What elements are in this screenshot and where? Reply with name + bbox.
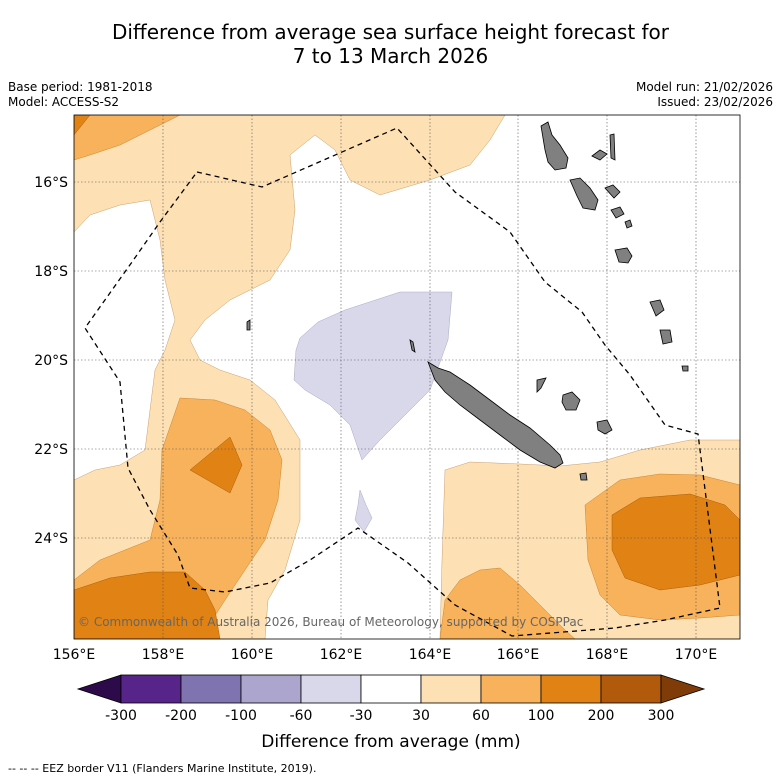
contour-dark-orange-nw xyxy=(74,115,91,136)
map-frame xyxy=(73,114,741,640)
base-period-text: Base period: 1981-2018 xyxy=(8,80,153,94)
hunter-island-2 xyxy=(659,329,673,345)
contour-map: © Commonwealth of Australia 2026, Bureau… xyxy=(74,115,740,639)
copyright-text: © Commonwealth of Australia 2026, Bureau… xyxy=(78,615,583,629)
latitude-labels: 16°S 18°S 20°S 22°S 24°S xyxy=(34,175,68,547)
lon-label-168e: 168°E xyxy=(586,647,629,663)
vanuatu-island-2 xyxy=(591,149,608,161)
colorbar-tick-4: -60 xyxy=(290,708,313,724)
model-run-text: Model run: 21/02/2026 xyxy=(635,80,773,94)
colorbar-tick-7: 60 xyxy=(472,708,490,724)
meta-right: Model run: 21/02/2026 Issued: 23/02/2026 xyxy=(636,80,773,110)
lat-label-22s: 22°S xyxy=(34,442,68,458)
vanuatu-island-4 xyxy=(604,184,621,199)
graticule xyxy=(74,115,740,639)
contour-dark-orange-west xyxy=(189,436,243,494)
colorbar-segment-2 xyxy=(180,674,242,704)
colorbar-tick-5: -30 xyxy=(350,708,373,724)
colorbar-segment-3 xyxy=(240,674,302,704)
lat-label-20s: 20°S xyxy=(34,353,68,369)
title-line-1: Difference from average sea surface heig… xyxy=(111,20,670,44)
lon-label-158e: 158°E xyxy=(142,647,185,663)
colorbar-segment-8 xyxy=(540,674,602,704)
loyalty-ouvea xyxy=(536,377,547,393)
contour-medium-orange-southeast xyxy=(439,567,576,639)
colorbar-segment-6 xyxy=(420,674,482,704)
colorbar-segment-4 xyxy=(300,674,362,704)
colorbar-tick-10: 300 xyxy=(648,708,675,724)
colorbar-segment-7 xyxy=(480,674,542,704)
loyalty-lifou xyxy=(561,391,581,411)
loyalty-mare xyxy=(596,419,613,435)
contour-lavender-central xyxy=(293,291,453,461)
vanuatu-small-1 xyxy=(624,219,633,229)
reef-island xyxy=(246,319,251,331)
colorbar-title: Difference from average (mm) xyxy=(261,732,520,752)
vanuatu-malekula xyxy=(569,177,599,211)
longitude-labels: 156°E 158°E 160°E 162°E 164°E 166°E 168°… xyxy=(53,647,718,663)
lon-label-164e: 164°E xyxy=(409,647,452,663)
lon-label-166e: 166°E xyxy=(497,647,540,663)
eez-border xyxy=(84,127,721,637)
vanuatu-efate xyxy=(610,206,625,219)
contour-dark-orange-east xyxy=(611,493,740,591)
colorbar-tick-8: 100 xyxy=(528,708,555,724)
issued-text: Issued: 23/02/2026 xyxy=(657,95,773,109)
vanuatu-small-2 xyxy=(609,133,616,161)
colorbar-tick-6: 30 xyxy=(412,708,430,724)
meta-left: Base period: 1981-2018 Model: ACCESS-S2 xyxy=(8,80,153,110)
colorbar-segment-5 xyxy=(360,674,422,704)
lon-label-160e: 160°E xyxy=(231,647,274,663)
vanuatu-espiritu-santo xyxy=(540,121,569,171)
lat-label-16s: 16°S xyxy=(34,175,68,191)
contour-medium-orange-nw xyxy=(74,115,181,161)
colorbar: -300 -200 -100 -60 -30 30 60 100 200 300… xyxy=(76,674,706,752)
lon-label-170e: 170°E xyxy=(675,647,718,663)
hunter-island-1 xyxy=(649,299,665,317)
colorbar-tick-9: 200 xyxy=(588,708,615,724)
lat-label-24s: 24°S xyxy=(34,531,68,547)
model-text: Model: ACCESS-S2 xyxy=(8,95,120,109)
colorbar-tick-1: -300 xyxy=(105,708,137,724)
contour-white-west-patch xyxy=(74,199,176,481)
colorbar-segment-9 xyxy=(600,674,662,704)
eez-legend-note: -- -- -- EEZ border V11 (Flanders Marine… xyxy=(8,762,317,775)
colorbar-under-arrow xyxy=(76,674,122,704)
colorbar-over-arrow xyxy=(660,674,706,704)
colorbar-tick-3: -100 xyxy=(225,708,257,724)
matthew-island xyxy=(579,472,588,481)
colorbar-tick-2: -200 xyxy=(165,708,197,724)
hunter-island-3 xyxy=(681,365,689,372)
map-title: Difference from average sea surface heig… xyxy=(0,20,781,68)
colorbar-segment-1 xyxy=(120,674,182,704)
land-masses xyxy=(246,121,689,481)
belep-island xyxy=(409,339,416,353)
new-caledonia xyxy=(427,361,564,469)
vanuatu-erromango xyxy=(614,247,633,264)
lon-label-156e: 156°E xyxy=(53,647,96,663)
lon-label-162e: 162°E xyxy=(320,647,363,663)
title-line-2: 7 to 13 March 2026 xyxy=(292,44,489,68)
lat-label-18s: 18°S xyxy=(34,264,68,280)
